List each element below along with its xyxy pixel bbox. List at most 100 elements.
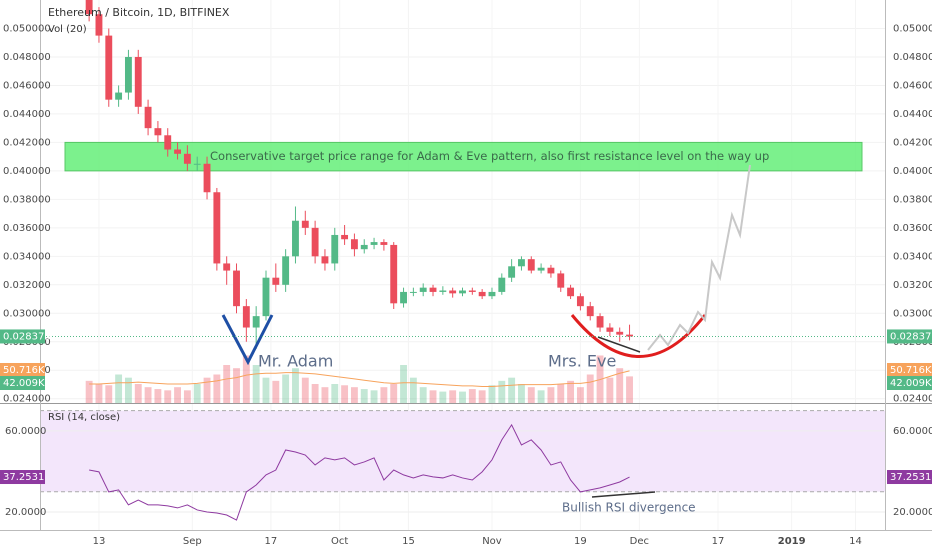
y-tick-label: 0.038000 (3, 194, 51, 205)
candle-body (586, 306, 594, 317)
x-tick-label: 17 (265, 536, 278, 547)
candle-body (331, 234, 339, 264)
volume-ma-label-box (0, 363, 45, 377)
candle-body (124, 56, 132, 93)
volume-bar (567, 380, 575, 403)
candle-body (547, 267, 555, 274)
candle-body (419, 287, 427, 292)
volume-bar (203, 377, 211, 403)
rsi-title: RSI (14, close) (48, 412, 120, 423)
candle-body (478, 291, 486, 297)
y-tick-label: 0.038000 (893, 194, 932, 205)
volume-bar (459, 391, 466, 403)
volume-bar (488, 385, 496, 403)
volume-bar (252, 365, 260, 403)
volume-bar (223, 365, 231, 403)
volume-bar (429, 390, 437, 403)
x-tick-label: Oct (331, 536, 348, 547)
adam-drawing (221, 314, 274, 366)
candle-body (183, 153, 191, 164)
candle-body (518, 259, 525, 267)
target-zone-layer: Conservative target price range for Adam… (64, 141, 863, 172)
candle-body (527, 259, 535, 271)
y-tick-label: 0.048000 (3, 52, 51, 63)
x-tick-label: 15 (402, 536, 415, 547)
candle-body (350, 239, 358, 250)
y-tick-label: 0.030000 (893, 308, 932, 319)
volume-bar (174, 387, 181, 403)
candle-body (537, 267, 545, 271)
candle-body (429, 287, 437, 292)
chart-title: Ethereum / Bitcoin, 1D, BITFINEX (48, 6, 230, 19)
candle-body (272, 277, 280, 285)
rsi-last-label-box (887, 470, 932, 485)
y-tick-label: 0.032000 (893, 280, 932, 291)
x-tick-label: Nov (482, 536, 502, 547)
volume-bar (557, 384, 565, 403)
volume-bar (419, 387, 427, 403)
volume-bar (626, 376, 633, 403)
candle-body (360, 244, 368, 250)
candle-body (341, 234, 349, 240)
candle-body (390, 244, 398, 304)
candle-body (468, 290, 476, 292)
candle-body (488, 291, 496, 297)
volume-bar (331, 384, 339, 403)
rsi-tick-label: 60.0000 (893, 426, 932, 437)
candle-body (321, 256, 329, 264)
projection-drawing (647, 164, 751, 351)
candle-body (252, 316, 260, 328)
volume-bar (547, 387, 555, 403)
candle-body (193, 163, 201, 165)
candle-body (292, 220, 299, 257)
volume-bar (409, 377, 417, 403)
candle-body (144, 106, 152, 129)
volume-bar (183, 390, 191, 403)
candle-body (301, 220, 309, 228)
candle-body (370, 242, 378, 245)
volume-bar (449, 390, 457, 403)
candle-body (596, 316, 604, 328)
volume-label: 42.009K (890, 378, 932, 389)
y-tick-label: 0.044000 (3, 109, 51, 120)
x-tick-label: Dec (630, 536, 649, 547)
candle-body (567, 287, 575, 297)
volume-bar (360, 389, 368, 403)
volume-label-box (0, 376, 45, 390)
y-tick-label: 0.044000 (893, 109, 932, 120)
x-tick-label: 19 (574, 536, 587, 547)
volume-bar (586, 374, 594, 403)
y-tick-label: 0.040000 (893, 166, 932, 177)
candle-body (105, 35, 113, 100)
volume-ma-line (89, 370, 630, 388)
y-tick-label: 0.024000 (893, 394, 932, 405)
volume-bar (537, 390, 545, 403)
candle-body (626, 334, 633, 337)
rsi-tick-label: 20.0000 (5, 507, 46, 518)
volume-bar (213, 374, 221, 403)
candle-body (616, 331, 624, 335)
y-tick-label: 0.030000 (3, 308, 51, 319)
rsi-line (89, 423, 630, 521)
y-tick-label: 0.046000 (893, 80, 932, 91)
volume-bar (115, 374, 123, 403)
candle-body (400, 291, 407, 304)
volume-bar (85, 380, 93, 403)
last-price-label-box (0, 329, 45, 344)
volume-bar (390, 384, 398, 403)
volume-bar (527, 387, 535, 403)
volume-ma-label-box (887, 363, 932, 377)
x-tick-label: 14 (849, 536, 862, 547)
volume-bar (105, 385, 113, 403)
target-zone-text: Conservative target price range for Adam… (210, 149, 769, 163)
rsi-last-label-box (0, 470, 45, 485)
volume-bar (508, 377, 516, 403)
candle-body (85, 0, 93, 15)
y-tick-label: 0.050000 (893, 23, 932, 34)
candle-body (409, 291, 417, 293)
volume-bar (282, 374, 290, 403)
volume-bar (478, 390, 486, 403)
candle-body (242, 306, 250, 328)
y-tick-label: 0.046000 (3, 80, 51, 91)
y-tick-label: 0.042000 (3, 137, 51, 148)
